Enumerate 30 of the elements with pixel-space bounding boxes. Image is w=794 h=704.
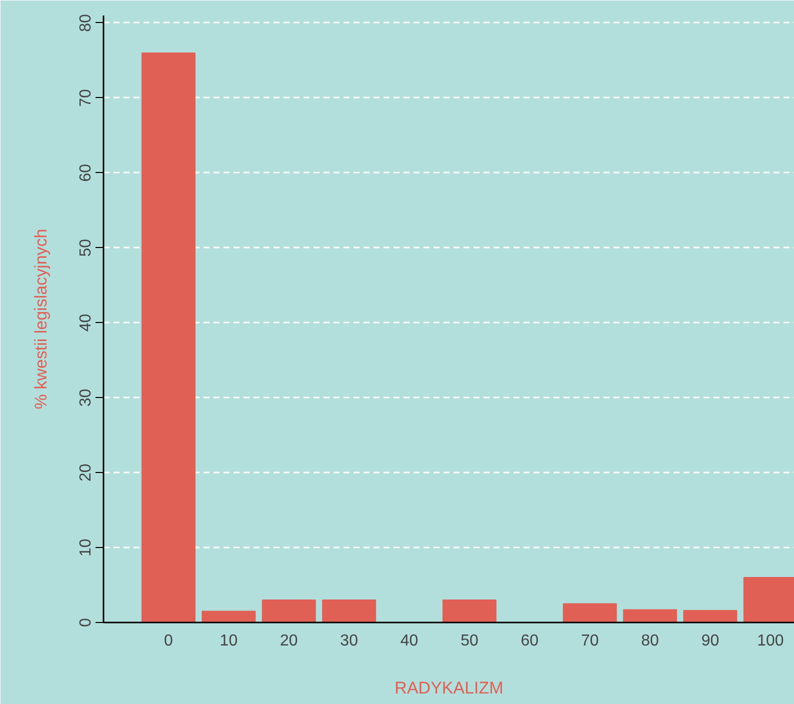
y-tick-label: 30 [78, 388, 94, 407]
x-tick-label: 80 [641, 632, 660, 650]
bar [322, 600, 376, 622]
x-tick-label: 20 [280, 632, 298, 650]
x-tick-label: 100 [757, 632, 784, 650]
x-tick-label: 50 [460, 632, 478, 650]
x-tick-label: 70 [580, 632, 599, 650]
bar [442, 600, 496, 622]
x-tick-label: 0 [164, 632, 174, 650]
x-tick-label: 10 [220, 632, 238, 650]
y-tick-label: 60 [78, 164, 94, 182]
y-tick-label: 20 [78, 464, 94, 482]
x-tick-label: 40 [400, 632, 418, 650]
bar [683, 610, 738, 622]
y-tick-label: 40 [78, 314, 94, 332]
y-tick-label: 10 [78, 538, 94, 556]
y-axis-title: % kwestii legislacyjnych [32, 228, 50, 410]
x-tick-label: 60 [520, 632, 539, 650]
y-tick-label: 0 [78, 618, 94, 627]
bar [262, 600, 316, 622]
y-tick-label: 80 [78, 14, 94, 32]
x-axis-title: RADYKALIZM [394, 678, 504, 698]
bar [202, 610, 256, 622]
bar [142, 52, 196, 622]
y-tick-label: 70 [78, 88, 94, 107]
x-tick-label: 30 [340, 632, 358, 650]
x-tick-label: 90 [701, 632, 720, 650]
bar [562, 603, 617, 622]
bar [623, 609, 678, 622]
y-tick-label: 50 [78, 238, 94, 257]
